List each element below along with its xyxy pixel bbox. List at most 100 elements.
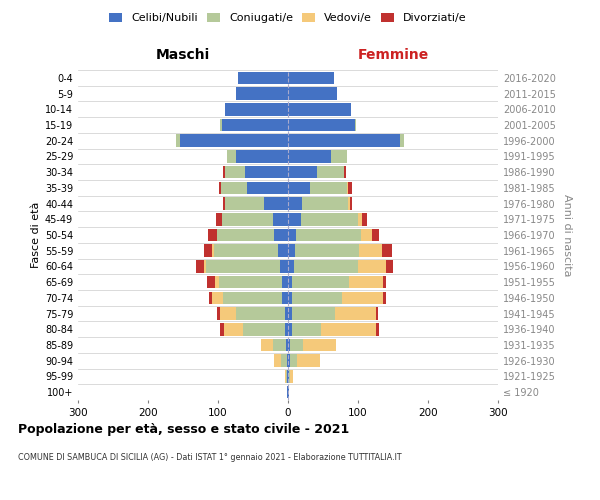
Bar	[383, 276, 386, 288]
Bar	[383, 292, 386, 304]
Text: Femmine: Femmine	[358, 48, 428, 62]
Bar	[321, 323, 376, 336]
Bar	[303, 338, 337, 351]
Bar	[280, 260, 288, 272]
Bar	[382, 244, 392, 257]
Bar	[274, 354, 281, 367]
Bar	[283, 292, 288, 304]
Bar	[293, 260, 358, 272]
Bar	[224, 323, 243, 336]
Legend: Celibi/Nubili, Coniugati/e, Vedovi/e, Divorziati/e: Celibi/Nubili, Coniugati/e, Vedovi/e, Di…	[105, 8, 471, 28]
Bar	[288, 166, 317, 178]
Bar	[286, 338, 288, 351]
Bar	[386, 260, 393, 272]
Bar	[289, 370, 290, 382]
Bar	[288, 308, 292, 320]
Bar	[281, 354, 287, 367]
Bar	[310, 182, 347, 194]
Bar	[217, 228, 274, 241]
Bar	[342, 292, 383, 304]
Bar	[358, 213, 361, 226]
Bar	[288, 386, 289, 398]
Text: Maschi: Maschi	[156, 48, 210, 62]
Bar	[176, 134, 179, 147]
Bar	[221, 118, 288, 132]
Bar	[263, 198, 288, 210]
Bar	[247, 182, 288, 194]
Bar	[287, 370, 288, 382]
Bar	[292, 292, 342, 304]
Bar	[344, 166, 346, 178]
Bar	[287, 386, 288, 398]
Bar	[372, 228, 379, 241]
Bar	[288, 323, 292, 336]
Bar	[212, 244, 214, 257]
Bar	[225, 198, 263, 210]
Bar	[204, 244, 212, 257]
Bar	[235, 150, 288, 162]
Bar	[347, 182, 348, 194]
Bar	[288, 150, 331, 162]
Bar	[179, 134, 288, 147]
Bar	[331, 150, 347, 162]
Bar	[355, 118, 356, 132]
Text: Popolazione per età, sesso e stato civile - 2021: Popolazione per età, sesso e stato civil…	[18, 422, 349, 436]
Bar	[288, 292, 292, 304]
Bar	[288, 88, 337, 100]
Bar	[290, 370, 293, 382]
Bar	[220, 276, 283, 288]
Bar	[349, 276, 383, 288]
Bar	[288, 182, 310, 194]
Bar	[196, 260, 204, 272]
Bar	[288, 370, 289, 382]
Bar	[278, 244, 288, 257]
Bar	[358, 260, 386, 272]
Bar	[297, 354, 320, 367]
Bar	[206, 260, 280, 272]
Bar	[274, 228, 288, 241]
Bar	[400, 134, 404, 147]
Bar	[288, 118, 355, 132]
Bar	[290, 338, 303, 351]
Bar	[212, 292, 223, 304]
Bar	[288, 198, 302, 210]
Bar	[245, 166, 288, 178]
Bar	[223, 166, 225, 178]
Bar	[288, 260, 293, 272]
Bar	[204, 260, 206, 272]
Bar	[288, 338, 290, 351]
Bar	[221, 213, 272, 226]
Bar	[272, 213, 288, 226]
Bar	[288, 228, 296, 241]
Bar	[301, 213, 358, 226]
Bar	[215, 276, 220, 288]
Bar	[348, 182, 352, 194]
Bar	[285, 323, 288, 336]
Bar	[292, 276, 349, 288]
Bar	[288, 72, 334, 84]
Bar	[225, 103, 288, 116]
Bar	[207, 276, 215, 288]
Bar	[376, 323, 379, 336]
Bar	[220, 308, 235, 320]
Bar	[288, 134, 400, 147]
Bar	[214, 244, 278, 257]
Bar	[223, 198, 225, 210]
Bar	[284, 308, 288, 320]
Bar	[217, 308, 220, 320]
Bar	[283, 276, 288, 288]
Bar	[296, 228, 361, 241]
Bar	[220, 323, 224, 336]
Bar	[288, 354, 290, 367]
Text: COMUNE DI SAMBUCA DI SICILIA (AG) - Dati ISTAT 1° gennaio 2021 - Elaborazione TU: COMUNE DI SAMBUCA DI SICILIA (AG) - Dati…	[18, 452, 401, 462]
Y-axis label: Anni di nascita: Anni di nascita	[562, 194, 572, 276]
Bar	[361, 213, 367, 226]
Bar	[347, 198, 350, 210]
Bar	[288, 244, 295, 257]
Bar	[260, 338, 274, 351]
Bar	[273, 338, 286, 351]
Bar	[235, 88, 288, 100]
Bar	[376, 308, 377, 320]
Bar	[295, 244, 359, 257]
Bar	[359, 244, 382, 257]
